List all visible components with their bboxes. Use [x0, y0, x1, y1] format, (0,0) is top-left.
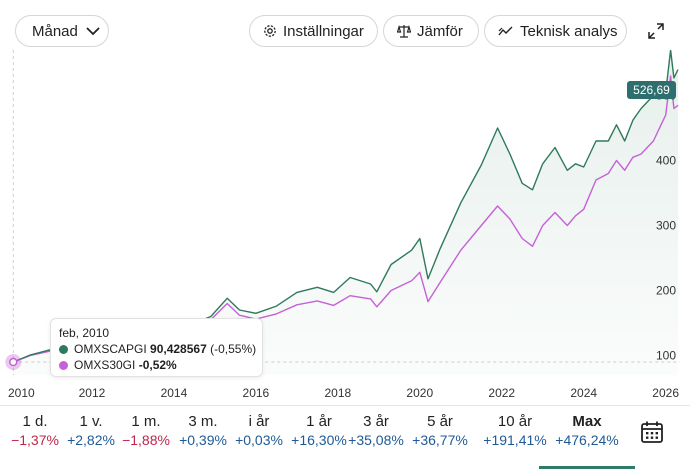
divider: [0, 405, 690, 406]
period-tab-7[interactable]: 5 år +36,77%: [400, 413, 480, 448]
y-tick-label: 300: [656, 219, 676, 233]
x-tick-label: 2014: [161, 386, 188, 400]
period-tab-label: 3 m.: [188, 413, 218, 430]
period-tab-label: 1 år: [306, 413, 332, 430]
period-tab-label: 1 d.: [22, 413, 48, 430]
series2-dot: [59, 360, 68, 370]
period-label: Månad: [32, 22, 78, 40]
period-tab-change: +35,08%: [348, 432, 404, 448]
gear-icon: [263, 24, 277, 38]
tooltip-row-series2: OMXS30GI -0,52%: [59, 357, 262, 373]
series-area-omxscapgi: [13, 50, 679, 375]
tooltip-series2-name: OMXS30GI: [74, 358, 136, 372]
period-tab-label: Max: [572, 413, 602, 430]
period-tab-9[interactable]: Max +476,24%: [539, 413, 635, 469]
last-value-badge: 526,69: [627, 81, 676, 99]
period-tab-change: −1,37%: [11, 432, 59, 448]
settings-button[interactable]: Inställningar: [249, 15, 378, 47]
period-tab-8[interactable]: 10 år +191,41%: [475, 413, 555, 448]
period-tab-5[interactable]: 1 år +16,30%: [279, 413, 359, 448]
period-tab-label: 3 år: [363, 413, 389, 430]
period-tab-change: −1,88%: [122, 432, 170, 448]
settings-label: Inställningar: [283, 22, 364, 40]
period-tab-change: +36,77%: [412, 432, 468, 448]
period-tab-change: +191,41%: [483, 432, 547, 448]
period-tab-label: 1 v.: [79, 413, 103, 430]
tooltip-series1-value: 90,428567: [150, 342, 207, 356]
period-tab-label: 10 år: [497, 413, 533, 430]
technical-analysis-label: Teknisk analys: [520, 22, 618, 40]
x-tick-label: 2016: [243, 386, 270, 400]
period-selector: 1 d. −1,37% 1 v. +2,82% 1 m. −1,88% 3 m. +0,39%…: [0, 405, 690, 469]
x-tick-label: 2020: [406, 386, 433, 400]
period-tab-change: +476,24%: [555, 432, 619, 448]
period-tab-change: +0,03%: [235, 432, 283, 448]
y-tick-label: 100: [656, 349, 676, 363]
tooltip-date: feb, 2010: [59, 326, 110, 340]
compare-label: Jämför: [417, 22, 463, 40]
period-tab-label: 5 år: [427, 413, 453, 430]
trend-icon: [498, 25, 514, 37]
calendar-icon: [640, 420, 664, 444]
period-tab-4[interactable]: i år +0,03%: [219, 413, 299, 448]
compare-button[interactable]: Jämför: [383, 15, 479, 47]
period-tab-3[interactable]: 3 m. +0,39%: [163, 413, 243, 448]
calendar-button[interactable]: [640, 420, 664, 449]
period-tab-6[interactable]: 3 år +35,08%: [336, 413, 416, 448]
period-tab-1[interactable]: 1 v. +2,82%: [51, 413, 131, 448]
x-tick-label: 2012: [79, 386, 106, 400]
x-tick-label: 2026: [652, 386, 679, 400]
period-tab-change: +16,30%: [291, 432, 347, 448]
expand-icon: [648, 23, 664, 39]
scale-icon: [397, 24, 411, 38]
tooltip-series1-name: OMXSCAPGI: [74, 342, 147, 356]
tooltip-row-series1: OMXSCAPGI 90,428567 (-0,55%): [59, 341, 262, 357]
tooltip-series1-change: (-0,55%): [210, 342, 257, 356]
active-tab-indicator: [539, 466, 635, 469]
period-tab-label: i år: [248, 413, 270, 430]
price-chart[interactable]: 100200300400500 201020122014201620182020…: [0, 50, 690, 405]
period-select[interactable]: Månad: [15, 15, 109, 47]
period-tab-0[interactable]: 1 d. −1,37%: [0, 413, 75, 448]
x-tick-label: 2024: [570, 386, 597, 400]
expand-button[interactable]: [645, 20, 667, 42]
hover-marker: [9, 357, 18, 367]
y-tick-label: 400: [656, 154, 676, 168]
series1-dot: [59, 344, 68, 354]
chevron-down-icon: [86, 26, 100, 36]
period-tab-2[interactable]: 1 m. −1,88%: [106, 413, 186, 448]
tooltip-series2-change: -0,52%: [138, 358, 177, 372]
technical-analysis-button[interactable]: Teknisk analys: [484, 15, 627, 47]
x-tick-label: 2022: [488, 386, 515, 400]
x-tick-label: 2018: [324, 386, 351, 400]
x-tick-label: 2010: [8, 386, 35, 400]
chart-tooltip: feb, 2010 OMXSCAPGI 90,428567 (-0,55%) O…: [50, 318, 263, 377]
y-tick-label: 200: [656, 284, 676, 298]
period-tab-change: +2,82%: [67, 432, 115, 448]
period-tab-change: +0,39%: [179, 432, 227, 448]
period-tab-label: 1 m.: [131, 413, 161, 430]
